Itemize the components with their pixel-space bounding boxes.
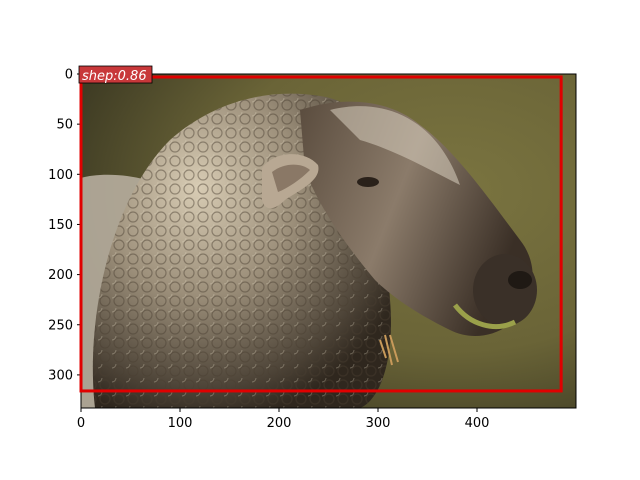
sheep-photo — [81, 74, 576, 408]
sheep-head — [300, 101, 533, 336]
ear-inner — [272, 164, 310, 192]
sheep-eye — [357, 177, 379, 187]
detection-label-bg — [78, 65, 153, 84]
y-tick-label: 250 — [48, 318, 73, 333]
y-tick-label: 300 — [48, 368, 73, 383]
grass-in-mouth — [453, 303, 517, 329]
y-tick-label: 200 — [48, 268, 73, 283]
sheep-nose — [508, 271, 532, 289]
x-tick-label: 200 — [267, 416, 292, 431]
x-tick-label: 300 — [366, 416, 391, 431]
detection-overlay: shep:0.86 — [78, 65, 563, 393]
detection-box — [79, 75, 563, 393]
x-tick-label: 0 — [77, 416, 85, 431]
y-tick-label: 150 — [48, 218, 73, 233]
x-tick-label: 100 — [168, 416, 193, 431]
detection-label: shep:0.86 — [82, 69, 147, 84]
x-axis: 0 100 200 300 400 — [77, 408, 490, 431]
y-tick-label: 100 — [48, 168, 73, 183]
forehead-highlight — [330, 106, 460, 185]
x-tick-label: 400 — [465, 416, 490, 431]
sheep-muzzle — [473, 254, 537, 326]
grass-tuft — [379, 334, 399, 366]
y-tick-label: 50 — [56, 118, 73, 133]
y-axis: 0 50 100 150 200 250 300 — [48, 68, 81, 383]
y-tick-label: 0 — [65, 68, 73, 83]
